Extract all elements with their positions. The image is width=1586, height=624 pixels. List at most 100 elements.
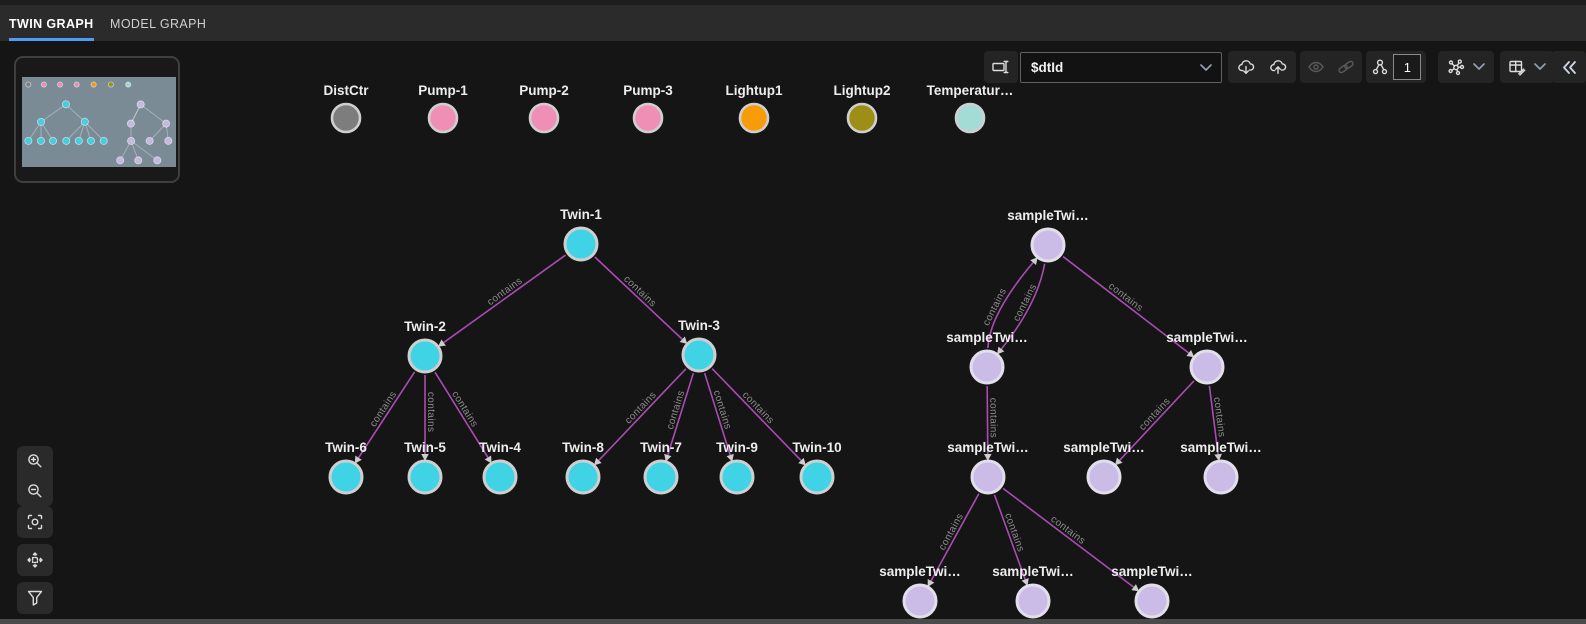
graph-node-twin1[interactable]: Twin-1 — [560, 207, 602, 262]
graph-node-st7[interactable]: sampleTwi… — [879, 564, 961, 619]
graph-node-st9[interactable]: sampleTwi… — [1111, 564, 1193, 619]
property-dropdown-value: $dtId — [1031, 60, 1064, 75]
graph-node-temp[interactable]: Temperatur… — [927, 83, 1014, 134]
center-graph-button[interactable] — [17, 506, 53, 538]
graph-edge-st2-st4[interactable]: contains — [983, 385, 999, 462]
graph-node-twin6[interactable]: Twin-6 — [325, 440, 367, 495]
node-label: Pump-1 — [418, 83, 468, 98]
graph-canvas[interactable]: contains contains contains contains contains… — [0, 40, 1586, 624]
edge-label: contains — [1011, 282, 1039, 323]
chevron-down-icon — [1534, 63, 1546, 70]
minimap-node — [127, 136, 136, 145]
graph-node-lightup1[interactable]: Lightup1 — [726, 83, 783, 134]
edge-label: contains — [485, 275, 524, 308]
relationship-button[interactable] — [1331, 52, 1361, 82]
node-label: Twin-6 — [325, 440, 367, 455]
minimap-node — [37, 117, 45, 126]
upload-twins-button[interactable] — [1263, 52, 1293, 82]
download-twins-button[interactable] — [1231, 52, 1261, 82]
minimap-node — [116, 156, 125, 165]
pan-icon — [27, 552, 43, 568]
expansion-level-input[interactable] — [1393, 54, 1422, 80]
graph-node-st3[interactable]: sampleTwi… — [1166, 330, 1248, 385]
filter-button[interactable] — [17, 582, 53, 614]
show-hide-button[interactable] — [1301, 52, 1331, 82]
graph-edge-st3-st6[interactable]: contains — [1208, 385, 1227, 462]
cloud-download-icon — [1237, 60, 1254, 74]
view-button-group — [1300, 51, 1362, 83]
graph-node-st2[interactable]: sampleTwi… — [946, 330, 1028, 385]
tab-model-graph-label: MODEL GRAPH — [110, 17, 207, 31]
tab-twin-graph[interactable]: TWIN GRAPH — [9, 10, 94, 41]
graph-node-st4[interactable]: sampleTwi… — [947, 440, 1029, 495]
graph-node-twin5[interactable]: Twin-5 — [404, 440, 446, 495]
graph-edge-twin1-twin2[interactable]: contains — [437, 254, 567, 347]
hierarchy-icon — [1372, 59, 1387, 75]
node-label: DistCtr — [323, 83, 369, 98]
minimap-node — [99, 136, 108, 145]
node-label: Twin-9 — [716, 440, 758, 455]
minimap-node — [57, 81, 63, 88]
table-view-button[interactable] — [1500, 51, 1554, 83]
graph-node-twin7[interactable]: Twin-7 — [640, 440, 682, 495]
minimap-node — [74, 136, 83, 145]
node-label: Twin-3 — [678, 318, 720, 333]
chevron-down-icon — [1473, 63, 1486, 70]
node-label: sampleTwi… — [1111, 564, 1193, 579]
minimap-node — [40, 81, 47, 88]
edge-label: contains — [665, 389, 688, 431]
zoom-in-icon — [28, 454, 42, 468]
minimap[interactable] — [14, 56, 180, 183]
graph-node-twin3[interactable]: Twin-3 — [678, 318, 720, 373]
tab-model-graph[interactable]: MODEL GRAPH — [110, 10, 206, 38]
graph-node-twin2[interactable]: Twin-2 — [404, 319, 446, 374]
edge-layer: contains contains contains contains contains… — [354, 254, 1227, 592]
layout-button[interactable] — [1438, 51, 1494, 83]
graph-node-st6[interactable]: sampleTwi… — [1180, 440, 1262, 495]
rename-button[interactable] — [984, 51, 1018, 83]
graph-node-st5[interactable]: sampleTwi… — [1063, 440, 1145, 495]
minimap-node — [125, 81, 132, 88]
edge-label: contains — [1048, 514, 1087, 547]
graph-edge-twin1-twin3[interactable]: contains — [594, 256, 688, 345]
minimap-node — [62, 100, 70, 109]
node-layer: DistCtr Pump-1 Pump-2 Pump-3 Lightup1 Lightup… — [323, 83, 1262, 619]
graph-edge-twin2-twin5[interactable]: contains — [421, 375, 436, 461]
node-label: sampleTwi… — [946, 330, 1028, 345]
collapse-panel-button[interactable] — [1552, 51, 1586, 83]
edge-label: contains — [425, 392, 436, 432]
minimap-node — [25, 81, 32, 88]
minimap-viewport[interactable] — [22, 77, 176, 167]
graph-node-pump2[interactable]: Pump-2 — [519, 83, 569, 134]
graph-node-twin9[interactable]: Twin-9 — [716, 440, 758, 495]
node-label: sampleTwi… — [1063, 440, 1145, 455]
eye-icon — [1307, 61, 1324, 73]
graph-node-st1[interactable]: sampleTwi… — [1007, 208, 1089, 263]
filter-icon — [27, 590, 43, 606]
graph-node-twin10[interactable]: Twin-10 — [792, 440, 842, 495]
graph-node-twin8[interactable]: Twin-8 — [562, 440, 604, 495]
tab-bar: TWIN GRAPH MODEL GRAPH — [0, 0, 1586, 41]
double-chevron-left-icon — [1563, 60, 1576, 74]
pan-mode-button[interactable] — [17, 544, 53, 576]
graph-node-twin4[interactable]: Twin-4 — [479, 440, 521, 495]
graph-node-lightup2[interactable]: Lightup2 — [834, 83, 891, 134]
graph-node-pump1[interactable]: Pump-1 — [418, 83, 468, 134]
zoom-in-button[interactable] — [20, 446, 50, 476]
edge-label: contains — [711, 389, 734, 431]
edge-label: contains — [623, 390, 659, 427]
edge-label: contains — [621, 274, 658, 310]
property-dropdown[interactable]: $dtId — [1020, 52, 1222, 83]
zoom-out-button[interactable] — [20, 476, 50, 506]
minimap-node — [162, 119, 171, 128]
graph-node-pump3[interactable]: Pump-3 — [623, 83, 673, 134]
graph-node-distctr[interactable]: DistCtr — [323, 83, 369, 134]
graph-node-st8[interactable]: sampleTwi… — [992, 564, 1074, 619]
minimap-node — [90, 81, 97, 88]
edge-label: contains — [449, 389, 480, 429]
zoom-out-icon — [28, 484, 42, 498]
node-label: Twin-2 — [404, 319, 446, 334]
edge-label: contains — [937, 512, 966, 553]
tab-twin-graph-label: TWIN GRAPH — [9, 17, 94, 31]
